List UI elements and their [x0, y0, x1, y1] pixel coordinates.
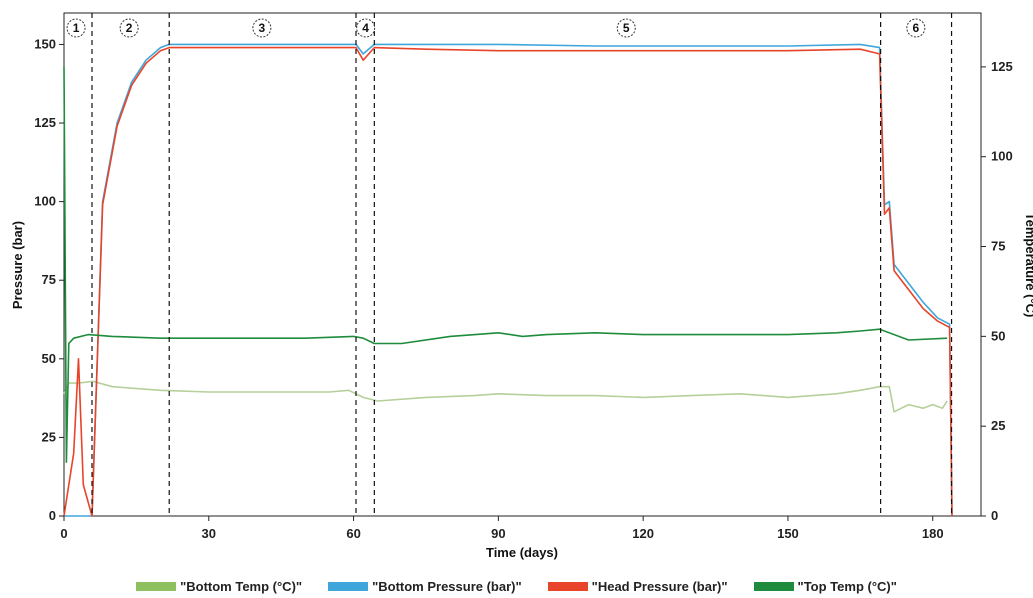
- y-tick-label: 50: [42, 351, 56, 366]
- phase-label: 4: [362, 21, 369, 35]
- phase-label: 2: [126, 21, 133, 35]
- legend-item-head-pressure: "Head Pressure (bar)": [547, 576, 728, 596]
- x-tick-label: 180: [922, 526, 944, 541]
- phase-marker: [66, 18, 86, 38]
- series-line-top-temp-c: [63, 66, 948, 463]
- x-tick-label: 90: [491, 526, 505, 541]
- y-tick-label: 0: [49, 508, 56, 523]
- x-tick-label: 120: [632, 526, 654, 541]
- legend-label: "Bottom Pressure (bar)": [372, 578, 522, 594]
- y-tick-label: 25: [42, 429, 56, 444]
- phase-marker: [616, 18, 636, 38]
- legend: "Bottom Temp (°C)" "Bottom Pressure (bar…: [0, 576, 1033, 596]
- plot-area: [63, 12, 982, 517]
- y2-tick-label: 25: [991, 418, 1005, 433]
- legend-item-bottom-temp: "Bottom Temp (°C)": [136, 576, 302, 596]
- legend-label: "Bottom Temp (°C)": [180, 578, 303, 594]
- legend-label: "Head Pressure (bar)": [591, 578, 728, 594]
- series-layer: [63, 43, 953, 517]
- y-tick-label: 100: [34, 194, 56, 209]
- y2-tick-label: 100: [991, 149, 1013, 164]
- phase-marker: [252, 18, 272, 38]
- y2-tick-label: 50: [991, 328, 1005, 343]
- series-line-head-pressure-bar: [63, 46, 953, 517]
- y2-tick-label: 75: [991, 239, 1005, 254]
- y2-tick-label: 0: [991, 508, 998, 523]
- y-tick-label: 125: [34, 115, 56, 130]
- phase-label: 6: [913, 21, 920, 35]
- x-tick-label: 60: [346, 526, 360, 541]
- x-tick-label: 0: [60, 526, 67, 541]
- phase-marker: [119, 18, 139, 38]
- y-tick-label: 150: [34, 36, 56, 51]
- x-axis-title: Time (days): [486, 545, 558, 560]
- x-tick-label: 30: [202, 526, 216, 541]
- x-tick-label: 150: [777, 526, 799, 541]
- legend-swatch: [328, 581, 369, 591]
- y-tick-label: 75: [42, 272, 56, 287]
- phase-marker: [906, 18, 926, 38]
- series-line-bottom-temp-c: [63, 380, 948, 413]
- legend-item-top-temp: "Top Temp (°C)": [753, 576, 897, 596]
- legend-label: "Top Temp (°C)": [797, 578, 897, 594]
- phase-label: 5: [623, 21, 630, 35]
- y2-tick-label: 125: [991, 59, 1013, 74]
- legend-swatch: [547, 581, 588, 591]
- phase-layer: 1 2 3 4 5 6: [66, 13, 953, 516]
- phase-label: 1: [73, 21, 80, 35]
- legend-swatch: [753, 581, 794, 591]
- legend-swatch: [136, 581, 177, 591]
- axis-layer: 0 30 60 90 120 150 180 0 25 50 75 100 125 150 0 25 50 75 1…: [34, 36, 1012, 541]
- phase-marker: [356, 18, 376, 38]
- legend-item-bottom-pressure: "Bottom Pressure (bar)": [328, 576, 522, 596]
- phase-label: 3: [259, 21, 266, 35]
- series-line-bottom-pressure-bar: [64, 43, 953, 517]
- y-axis-title: Pressure (bar): [10, 221, 25, 309]
- y2-axis-title: Temperature (°C): [1023, 213, 1033, 318]
